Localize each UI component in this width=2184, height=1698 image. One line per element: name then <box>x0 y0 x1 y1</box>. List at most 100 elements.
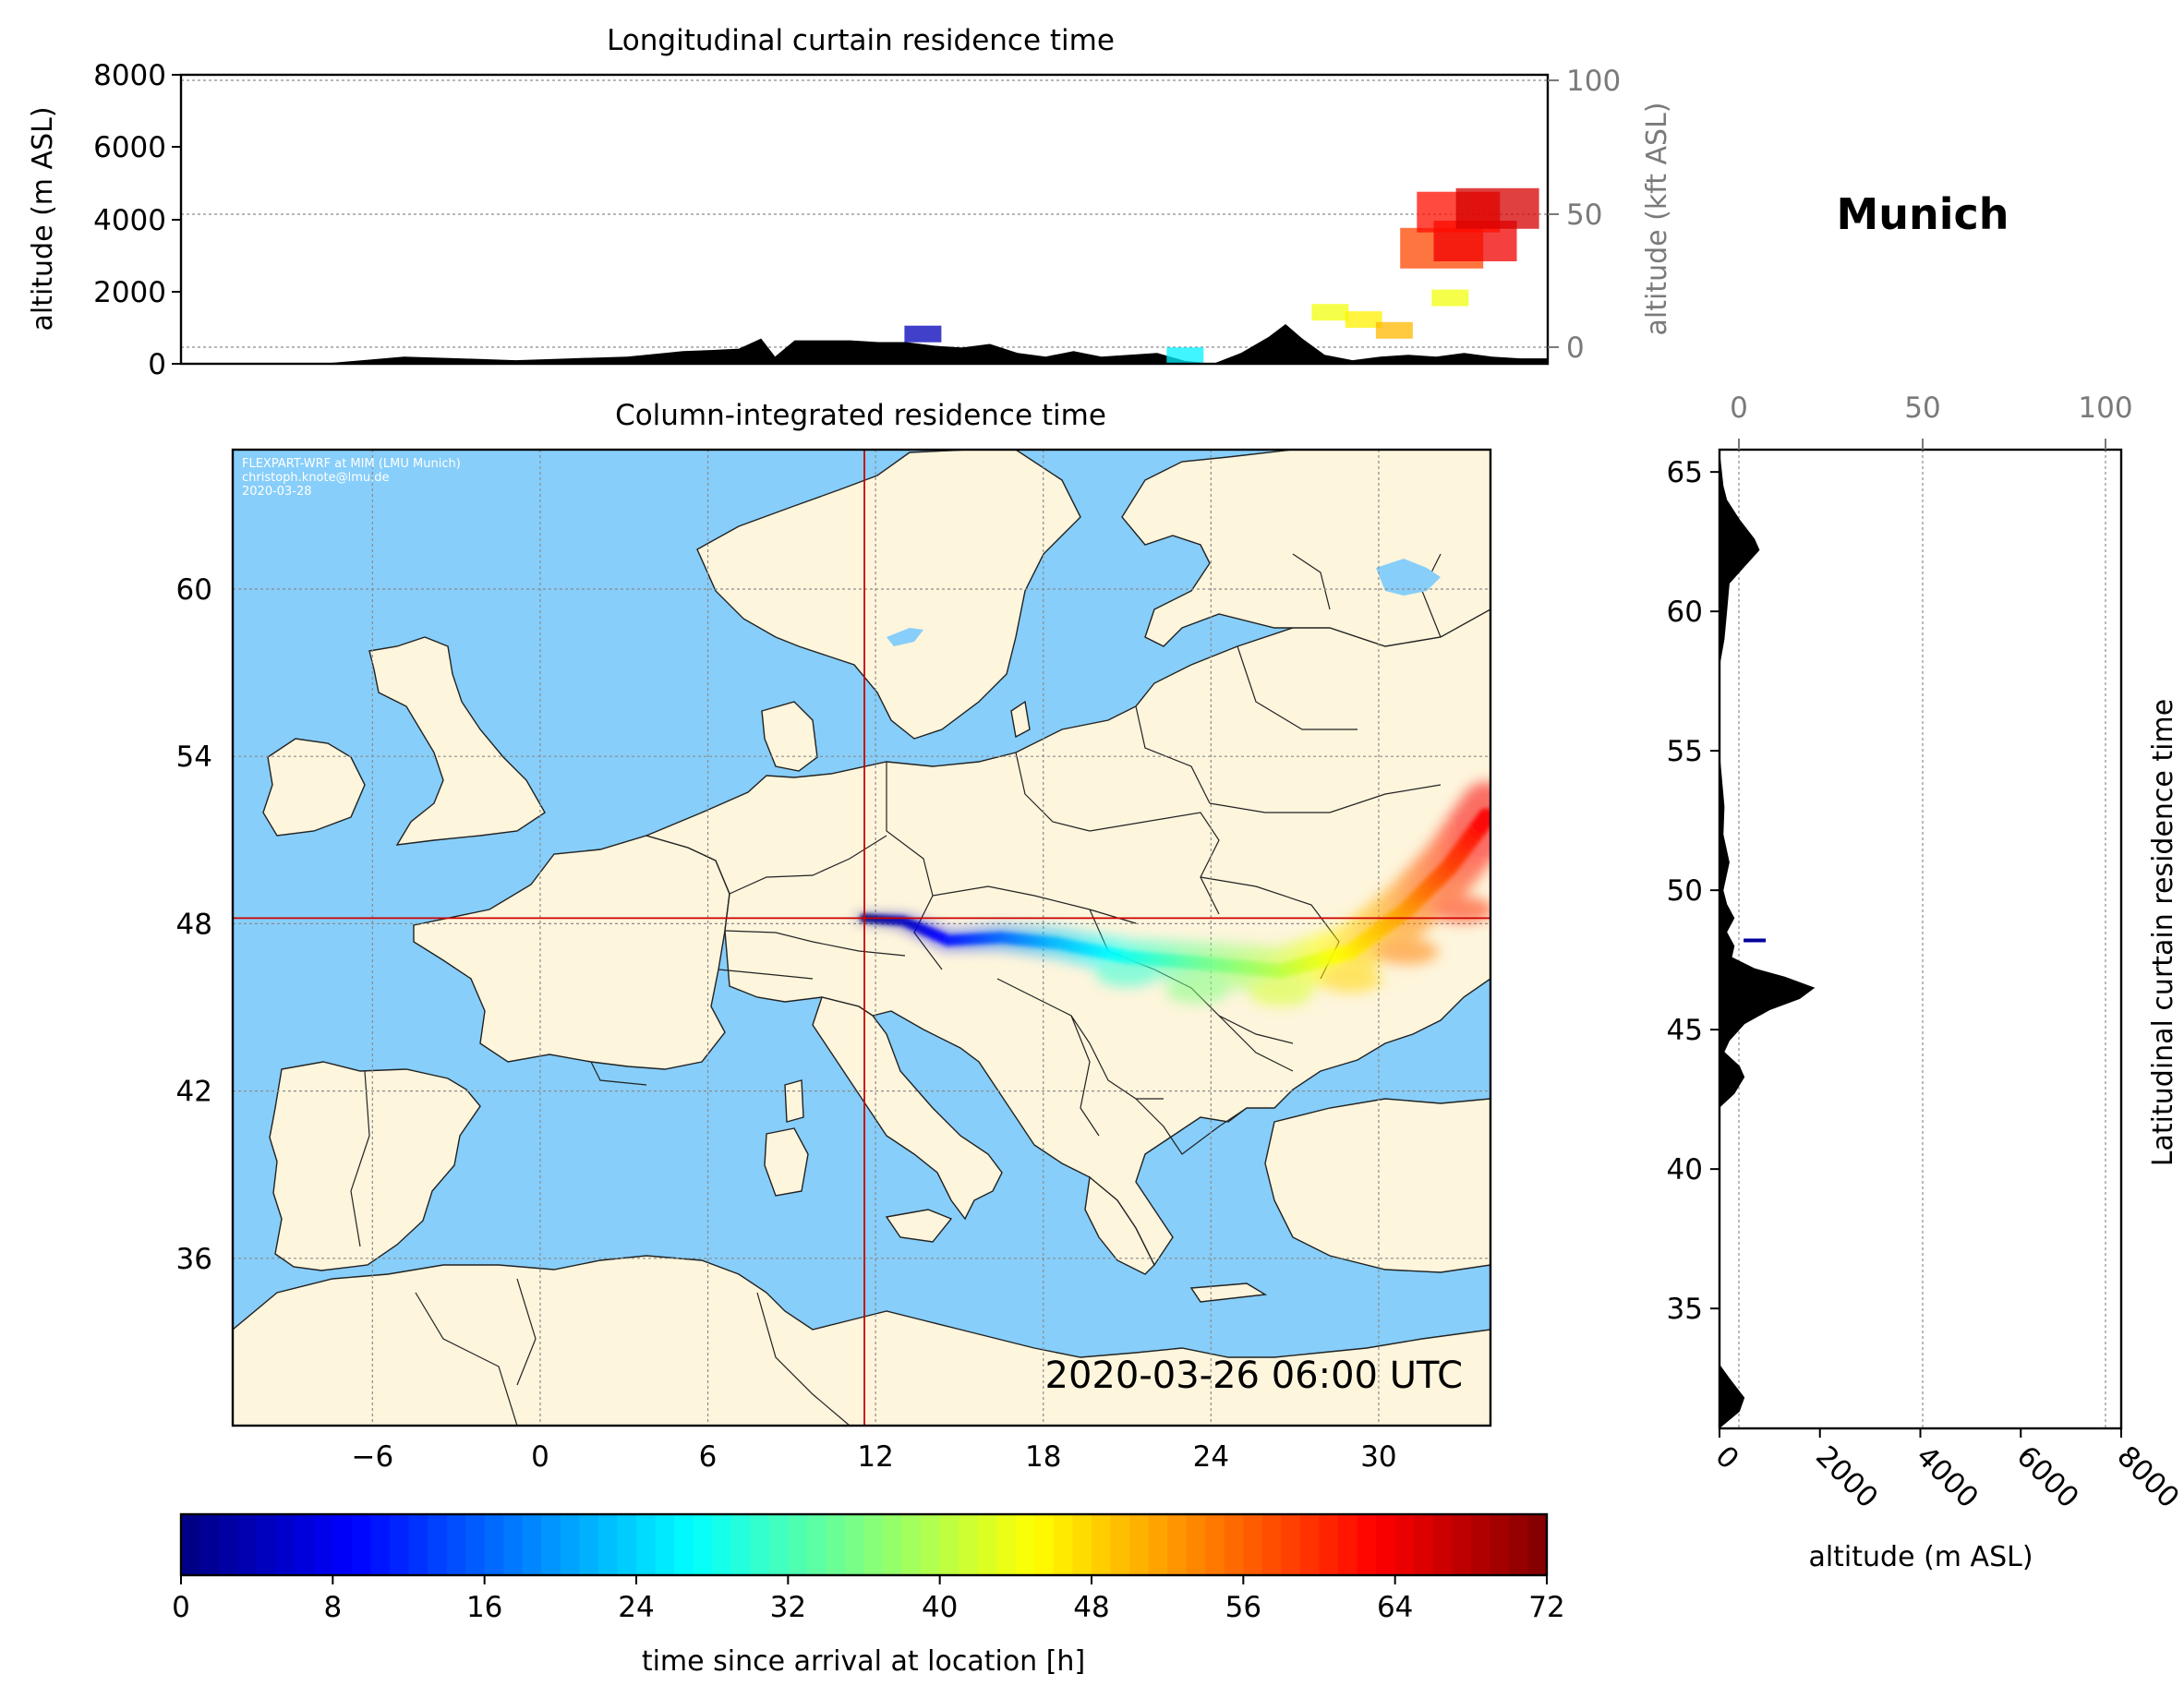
credit-line-3: 2020-03-28 <box>242 485 312 499</box>
latitudinal-x-tick-label: 4000 <box>1910 1439 1985 1514</box>
credit-line-2: christoph.knote@lmu.de <box>242 471 390 485</box>
colorbar-cell <box>181 1514 201 1575</box>
map-x-tick-label: −6 <box>351 1440 393 1474</box>
lake-ladoga <box>1376 559 1441 596</box>
colorbar-cell <box>1281 1514 1301 1575</box>
lake-vanern <box>887 628 923 646</box>
longitudinal-residence-cell <box>1345 311 1382 329</box>
colorbar-cell <box>1527 1514 1548 1575</box>
colorbar-tick-label: 24 <box>618 1591 654 1624</box>
longitudinal-y-axis-label: altitude (m ASL) <box>27 106 59 331</box>
colorbar-cell <box>541 1514 561 1575</box>
colorbar-cell <box>1243 1514 1263 1575</box>
colorbar-cell <box>674 1514 694 1575</box>
colorbar-tick-label: 40 <box>922 1591 958 1624</box>
longitudinal-terrain-profile <box>181 324 1548 364</box>
longitudinal-residence-cell <box>1455 187 1539 229</box>
latitudinal-y-tick-label: 55 <box>1667 735 1703 768</box>
colorbar-cell <box>237 1514 258 1575</box>
colorbar-cell <box>408 1514 428 1575</box>
latitudinal-y-tick-label: 40 <box>1667 1153 1703 1186</box>
colorbar-frame <box>179 1512 1549 1577</box>
colorbar-cell <box>750 1514 770 1575</box>
colorbar-cell <box>1015 1514 1035 1575</box>
longitudinal-y-tick-label: 6000 <box>93 131 166 164</box>
colorbar-cell <box>636 1514 657 1575</box>
trajectory-branch-puff <box>1375 938 1439 965</box>
latitudinal-y-tick-label: 65 <box>1667 456 1703 489</box>
colorbar-cell <box>712 1514 732 1575</box>
colorbar-tick-label: 16 <box>466 1591 502 1624</box>
colorbar-cell <box>257 1514 277 1575</box>
colorbar-tick-label: 72 <box>1528 1591 1564 1624</box>
latitudinal-y-tick-label: 50 <box>1667 874 1703 908</box>
colorbar-cell <box>1167 1514 1188 1575</box>
colorbar-cell <box>1148 1514 1168 1575</box>
sardinia <box>764 1127 809 1197</box>
map-y-tick-label: 54 <box>176 741 212 774</box>
colorbar-cell <box>484 1514 504 1575</box>
map-x-tick-label: 18 <box>1025 1440 1061 1474</box>
colorbar-cell <box>768 1514 789 1575</box>
latitudinal-x-axis-label: altitude (m ASL) <box>1808 1541 2033 1573</box>
central-europe <box>644 535 1490 1266</box>
colorbar-cell <box>597 1514 619 1575</box>
map-landmasses <box>233 450 1490 1426</box>
longitudinal-y2-tick-label: 0 <box>1566 331 1585 365</box>
map-x-tick-label: 6 <box>699 1440 718 1474</box>
colorbar-cell <box>921 1514 941 1575</box>
timestamp-label: 2020-03-26 06:00 UTC <box>1045 1355 1463 1397</box>
colorbar-cell <box>522 1514 542 1575</box>
latitudinal-y-tick-label: 35 <box>1667 1293 1703 1326</box>
colorbar-cell <box>806 1514 827 1575</box>
colorbar-cell <box>1053 1514 1074 1575</box>
colorbar-cell <box>1508 1514 1529 1575</box>
latitudinal-gridlines <box>1738 450 2106 1428</box>
colorbar-cell <box>313 1514 333 1575</box>
longitudinal-y-tick-label: 8000 <box>93 59 166 92</box>
colorbar-cell <box>351 1514 372 1575</box>
colorbar-cell <box>655 1514 675 1575</box>
longitudinal-y-ticks: 0 2000 4000 6000 8000 <box>93 59 181 381</box>
greece <box>1084 1175 1155 1275</box>
longitudinal-curtain-title: Longitudinal curtain residence time <box>607 24 1115 57</box>
map-y-tick-label: 48 <box>176 908 212 941</box>
colorbar-cell <box>275 1514 296 1575</box>
longitudinal-y2-axis-label: altitude (kft ASL) <box>1641 102 1673 335</box>
colorbar-cell <box>1092 1514 1112 1575</box>
anatolia <box>1264 1098 1490 1273</box>
colorbar-cell <box>370 1514 391 1575</box>
scandinavia <box>696 450 1081 740</box>
longitudinal-y-tick-label: 0 <box>148 348 166 381</box>
colorbar-cell <box>1414 1514 1434 1575</box>
trajectory-branch-puff <box>1430 897 1490 923</box>
latitudinal-x-tick-label: 2000 <box>1809 1439 1884 1514</box>
colorbar-cell <box>1452 1514 1472 1575</box>
latitudinal-terrain-profile <box>1719 450 1816 1428</box>
great-britain <box>368 636 546 846</box>
colorbar-tick-label: 48 <box>1073 1591 1109 1624</box>
colorbar-cell <box>959 1514 979 1575</box>
latitudinal-y-tick-label: 60 <box>1667 596 1703 629</box>
latitudinal-x2-tick-label: 0 <box>1730 391 1748 425</box>
map-x-tick-label: 12 <box>857 1440 893 1474</box>
map-y-tick-label: 60 <box>176 573 212 607</box>
map-x-tick-label: 0 <box>531 1440 549 1474</box>
latitudinal-curtain-panel: 35 40 45 50 55 60 65 0 2000 4000 6000 8000 0 50 100… <box>1667 391 2184 1573</box>
colorbar-cell <box>977 1514 997 1575</box>
colorbar-cell <box>1205 1514 1225 1575</box>
trajectory-branch-puff <box>1095 960 1159 987</box>
latitudinal-x2-tick-label: 100 <box>2078 391 2132 425</box>
colorbar-cell <box>1319 1514 1339 1575</box>
colorbar-cell <box>579 1514 599 1575</box>
colorbar-cell <box>1110 1514 1130 1575</box>
colorbar-cell <box>199 1514 220 1575</box>
map-lakes <box>887 559 1441 646</box>
north-africa <box>233 1255 1490 1426</box>
colorbar-cell <box>863 1514 884 1575</box>
colorbar-cell <box>788 1514 808 1575</box>
colorbar-cell <box>844 1514 865 1575</box>
latitudinal-x-tick-label: 8000 <box>2110 1439 2184 1514</box>
iberian-peninsula <box>269 1061 481 1271</box>
